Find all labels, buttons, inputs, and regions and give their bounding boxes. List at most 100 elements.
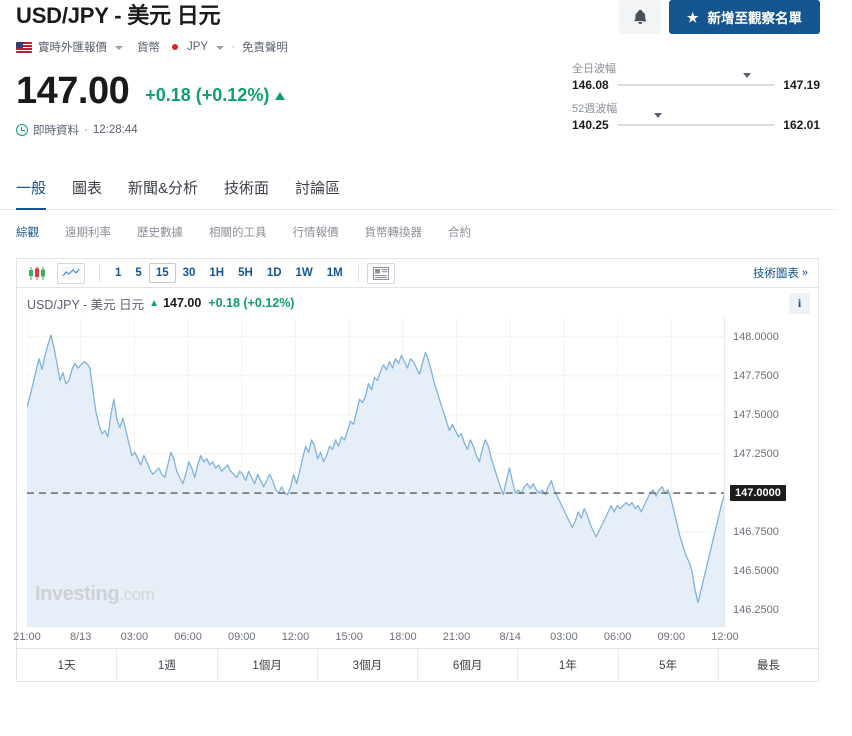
- subtab-quotes[interactable]: 行情報價: [292, 227, 339, 239]
- tab-news-analysis[interactable]: 新聞&分析: [128, 180, 199, 197]
- timeframe-30[interactable]: 30: [182, 267, 196, 279]
- range-1month[interactable]: 1個月: [218, 649, 318, 681]
- marker-triangle-icon: [742, 73, 751, 95]
- x-axis-tick: 09:00: [228, 631, 256, 643]
- range-5years[interactable]: 5年: [619, 649, 719, 681]
- x-axis-tick: 12:00: [711, 631, 739, 643]
- day-range-low: 146.08: [572, 78, 609, 92]
- header-actions: ★ 新增至觀察名單: [618, 0, 820, 34]
- line-chart-button[interactable]: [57, 262, 85, 284]
- chart-last-price: 147.00: [163, 296, 202, 310]
- current-price-tag: 147.0000: [730, 485, 786, 502]
- chevron-right-double-icon[interactable]: »: [801, 267, 808, 279]
- day-range-track: [616, 84, 776, 86]
- news-panel-icon: [372, 266, 389, 280]
- day-range-marker: [742, 73, 751, 96]
- tab-general[interactable]: 一般: [16, 173, 47, 210]
- star-icon: ★: [686, 9, 699, 25]
- chevron-down-icon-2[interactable]: [216, 46, 225, 50]
- tab-forum[interactable]: 討論區: [295, 180, 341, 197]
- tab-charts[interactable]: 圖表: [72, 180, 103, 197]
- us-flag-icon: [16, 41, 32, 53]
- timeframe-5[interactable]: 5: [135, 267, 142, 279]
- triangle-up-icon: [275, 91, 286, 100]
- price-change: +0.18 (+0.12%): [145, 85, 286, 111]
- subtab-contracts[interactable]: 合約: [448, 227, 471, 239]
- line-chart-icon: [61, 266, 81, 280]
- candlestick-chart-button[interactable]: [23, 262, 51, 284]
- clock-icon: [16, 124, 28, 136]
- week52-range-line: 140.25 162.01: [572, 113, 820, 135]
- week52-range-bar[interactable]: [616, 113, 776, 135]
- toolbar-divider-1: [99, 264, 100, 282]
- meta-separator: ·: [231, 41, 235, 53]
- chevron-down-icon[interactable]: [115, 46, 123, 50]
- range-max[interactable]: 最長: [756, 660, 780, 672]
- quote-time: 12:28:44: [92, 124, 138, 136]
- news-panel-button[interactable]: [366, 262, 395, 284]
- toolbar-divider-2: [357, 264, 359, 282]
- timeframe-1h[interactable]: 1H: [209, 267, 225, 279]
- subtab-related-tools[interactable]: 相關的工具: [209, 227, 267, 239]
- week52-range-label: 52週波幅: [572, 103, 618, 115]
- range-3months[interactable]: 3個月: [318, 649, 418, 681]
- add-to-watchlist-button[interactable]: ★ 新增至觀察名單: [668, 0, 820, 34]
- price-change-text: +0.18 (+0.12%): [145, 85, 270, 105]
- price-block: 147.00 +0.18 (+0.12%): [16, 71, 836, 111]
- timeframe-1w[interactable]: 1W: [295, 267, 313, 279]
- y-axis-tick: 146.2500: [733, 604, 779, 617]
- x-axis-tick: 21:00: [442, 631, 471, 643]
- timeframe-1d[interactable]: 1D: [266, 267, 282, 279]
- day-range-bar[interactable]: [616, 73, 776, 95]
- week52-range-marker: [653, 113, 662, 136]
- y-axis-tick: 148.0000: [733, 330, 779, 343]
- week52-range-track: [616, 124, 776, 126]
- range-1day[interactable]: 1天: [17, 649, 118, 681]
- timeframe-1[interactable]: 1: [115, 267, 122, 279]
- instrument-meta: 實時外匯報價 貨幣 JPY · 免責聲明: [16, 39, 836, 55]
- range-1year[interactable]: 1年: [518, 649, 619, 681]
- candlestick-chart-icon: [29, 266, 45, 280]
- time-range-selector: 1天 1週 1個月 3個月 6個月 1年 5年 最長: [17, 648, 818, 681]
- time-separator: ·: [84, 124, 88, 136]
- chart-price-change: +0.18 (+0.12%): [208, 296, 295, 310]
- chart-toolbar: 1 5 15 30 1H 5H 1D 1W 1M 技術圖表: [17, 259, 818, 288]
- day-range-high: 147.19: [783, 78, 820, 92]
- day-range-label: 全日波幅: [572, 63, 616, 75]
- instrument-header: USD/JPY - 美元 日元 實時外匯報價 貨幣 JPY · 免責聲明 147…: [16, 0, 836, 138]
- chart-instrument-name: USD/JPY - 美元 日元: [27, 297, 145, 312]
- status-dot-icon: [172, 44, 178, 50]
- bell-add-icon: [634, 9, 647, 24]
- chart-body: Investing.com 148.0000 147.7500 147.5000 14…: [13, 318, 818, 648]
- y-axis-tick: 147.7500: [733, 369, 779, 382]
- x-axis: 21:00 8/13 03:00 06:00 09:00 12:00 15:00 18:00 2…: [13, 626, 739, 648]
- timeframe-5h[interactable]: 5H: [238, 267, 253, 279]
- technical-chart-link[interactable]: 技術圖表: [752, 268, 799, 280]
- tab-technical[interactable]: 技術面: [224, 180, 270, 197]
- x-axis-tick: 03:00: [550, 631, 578, 643]
- y-axis-tick: 147.5000: [733, 408, 779, 421]
- main-tabs: 一般 圖表 新聞&分析 技術面 討論區: [0, 172, 836, 210]
- range-6months[interactable]: 6個月: [418, 649, 519, 681]
- x-axis-tick: 09:00: [657, 631, 686, 643]
- quote-type-label[interactable]: 實時外匯報價: [38, 42, 107, 54]
- range-1week[interactable]: 1週: [117, 649, 218, 681]
- quote-timestamp: 即時資料 · 12:28:44: [16, 122, 836, 138]
- sub-tabs: 綜觀 遠期利率 歷史數據 相關的工具 行情報價 貨幣轉換器 合約: [16, 224, 836, 248]
- disclaimer-link[interactable]: 免責聲明: [241, 42, 288, 54]
- alert-bell-button[interactable]: [618, 0, 661, 34]
- subtab-overview[interactable]: 綜觀: [16, 227, 39, 239]
- toolbar-right: 技術圖表 »: [753, 265, 812, 281]
- last-price: 147.00: [16, 70, 130, 112]
- timeframe-1m[interactable]: 1M: [326, 267, 343, 279]
- subtab-forward-rates[interactable]: 遠期利率: [65, 227, 111, 239]
- subtab-currency-converter[interactable]: 貨幣轉換器: [364, 227, 423, 239]
- page-title: USD/JPY - 美元 日元: [16, 3, 221, 28]
- timeframe-15[interactable]: 15: [148, 263, 176, 283]
- subtab-historical-data[interactable]: 歷史數據: [137, 227, 183, 239]
- y-axis-tick: 146.5000: [733, 565, 779, 578]
- chart-up-arrow-icon: ▲: [149, 297, 160, 309]
- chart-plot-area[interactable]: [27, 318, 725, 626]
- info-icon[interactable]: i: [789, 293, 810, 314]
- y-axis-tick: 146.7500: [733, 526, 779, 539]
